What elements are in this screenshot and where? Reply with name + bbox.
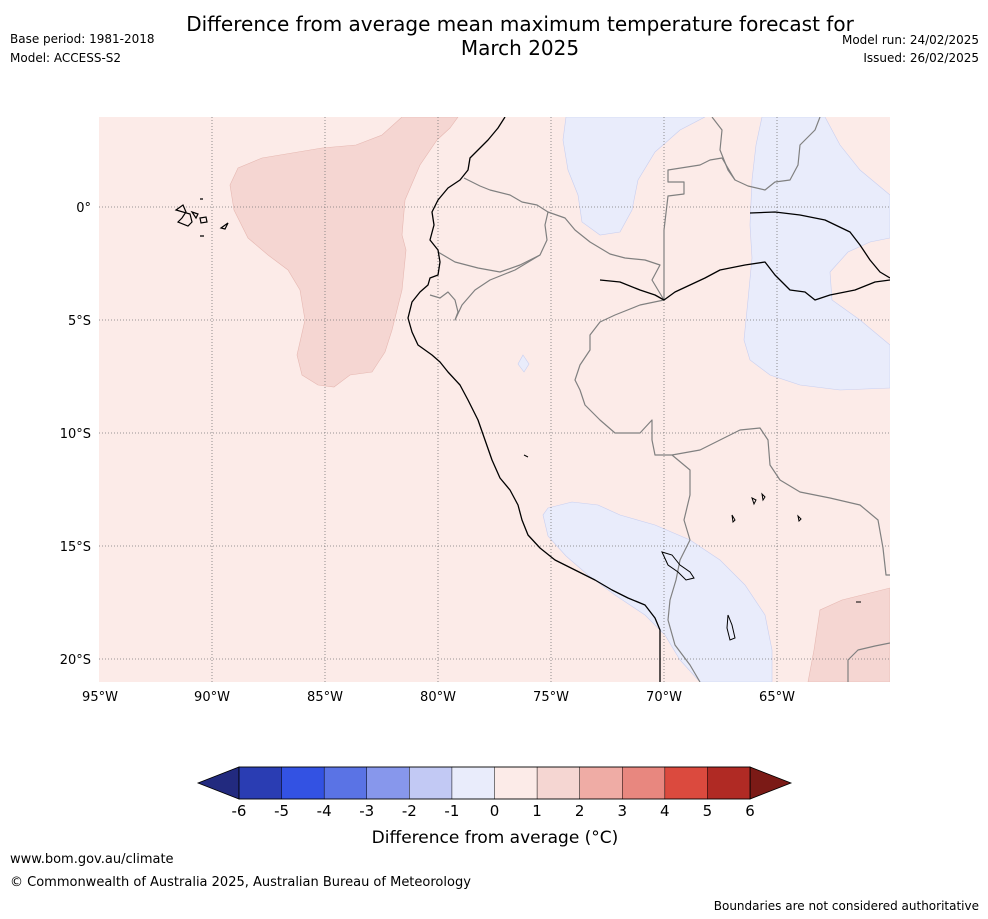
- colorbar-tick-label: -5: [274, 802, 289, 820]
- colorbar-tick-label: 6: [745, 802, 755, 820]
- colorbar-segment: [409, 766, 453, 800]
- colorbar-tick-label: 2: [575, 802, 585, 820]
- warm-anomaly-region-southeast: [807, 587, 890, 682]
- colorbar-frame: [238, 766, 751, 800]
- colorbar-tick-label: -3: [359, 802, 374, 820]
- cool-anomaly-region-south: [542, 501, 773, 682]
- lon-label: 65°W: [759, 690, 795, 705]
- lat-label: 15°S: [60, 540, 91, 555]
- lon-label: 95°W: [82, 690, 118, 705]
- colorbar-arrow-high: [749, 766, 793, 800]
- lat-label: 10°S: [60, 427, 91, 442]
- colorbar-tick-label: -6: [232, 802, 247, 820]
- colorbar-segments: [238, 766, 751, 800]
- coastline: [407, 117, 890, 682]
- graticule: [99, 117, 890, 682]
- cool-anomaly-spot: [517, 354, 530, 373]
- colorbar-tick-label: -2: [402, 802, 417, 820]
- lon-label: 70°W: [646, 690, 682, 705]
- lon-label: 85°W: [307, 690, 343, 705]
- page-title: Difference from average mean maximum tem…: [150, 12, 890, 60]
- issued-text: Issued: 26/02/2025: [863, 51, 979, 65]
- colorbar-tick-label: 0: [490, 802, 500, 820]
- lon-label: 80°W: [420, 690, 456, 705]
- model-run-text: Model run: 24/02/2025: [841, 33, 979, 47]
- colorbar-segment: [323, 766, 368, 800]
- colorbar-tick-label: 3: [617, 802, 627, 820]
- model-text: Model: ACCESS-S2: [10, 51, 122, 65]
- copyright-text: © Commonwealth of Australia 2025, Austra…: [10, 875, 471, 890]
- colorbar-segment: [366, 766, 410, 800]
- colorbar-label: Difference from average (°C): [371, 828, 619, 848]
- colorbar-tick-label: 1: [532, 802, 542, 820]
- colorbar-ticks: -6 -5 -4 -3 -2 -1 0 1 2 3 4 5 6: [232, 802, 755, 820]
- cool-anomaly-region-north: [562, 117, 706, 236]
- colorbar-arrow-low: [196, 766, 240, 800]
- colorbar: -6 -5 -4 -3 -2 -1 0 1 2 3 4 5 6: [196, 766, 793, 820]
- colorbar-segment: [494, 766, 538, 800]
- colorbar-tick-label: 5: [703, 802, 713, 820]
- colorbar-tick-label: 4: [660, 802, 670, 820]
- colorbar-segment: [664, 766, 708, 800]
- lon-label: 75°W: [533, 690, 569, 705]
- map-plot-area: [99, 117, 890, 682]
- colorbar-segment: [536, 766, 581, 800]
- colorbar-segment: [707, 766, 751, 800]
- title-line-1: Difference from average mean maximum tem…: [186, 12, 854, 36]
- colorbar-tick-label: -4: [317, 802, 332, 820]
- colorbar-segment: [579, 766, 623, 800]
- colorbar-tick-label: -1: [444, 802, 459, 820]
- title-line-2: March 2025: [460, 36, 580, 60]
- country-borders: [429, 117, 890, 682]
- cool-anomaly-region-northeast: [743, 117, 890, 391]
- base-period-text: Base period: 1981-2018: [10, 32, 155, 46]
- longitude-labels: 95°W 90°W 85°W 80°W 75°W 70°W 65°W: [82, 690, 795, 705]
- warm-anomaly-region-offshore: [229, 117, 459, 388]
- galapagos-islands: [174, 198, 229, 237]
- colorbar-segment: [451, 766, 496, 800]
- lat-label: 5°S: [68, 314, 91, 329]
- lakes: [523, 454, 861, 641]
- disclaimer-text: Boundaries are not considered authoritat…: [713, 899, 979, 913]
- lat-label: 0°: [76, 201, 91, 216]
- colorbar-segment: [281, 766, 325, 800]
- lon-label: 90°W: [194, 690, 230, 705]
- lat-label: 20°S: [60, 653, 91, 668]
- latitude-labels: 0° 5°S 10°S 15°S 20°S: [60, 201, 91, 668]
- colorbar-segment: [622, 766, 666, 800]
- colorbar-segment: [238, 766, 283, 800]
- website-text: www.bom.gov.au/climate: [10, 852, 174, 867]
